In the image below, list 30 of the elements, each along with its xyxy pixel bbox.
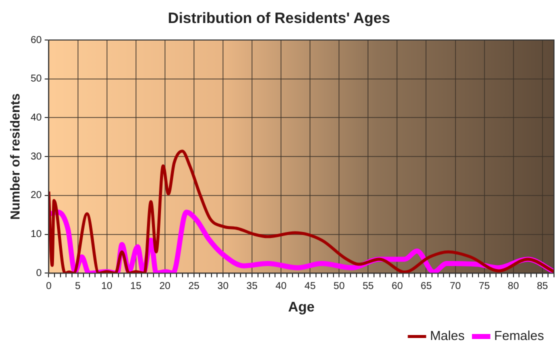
- y-tick-label: 50: [30, 74, 42, 85]
- chart-title: Distribution of Residents' Ages: [168, 10, 390, 28]
- x-tick-label: 15: [130, 280, 142, 292]
- legend-label: Females: [494, 328, 544, 344]
- x-tick-label: 5: [74, 280, 81, 292]
- legend-label: Males: [430, 328, 466, 344]
- x-axis-title: Age: [288, 298, 315, 314]
- x-tick-label: 50: [334, 280, 346, 292]
- x-tick-label: 75: [478, 280, 490, 292]
- y-tick-label: 10: [30, 229, 42, 240]
- x-tick-label: 35: [246, 280, 258, 292]
- y-tick-label: 60: [30, 34, 42, 46]
- x-tick-label: 55: [362, 280, 374, 292]
- x-tick-label: 80: [508, 280, 520, 292]
- y-tick-label: 20: [30, 190, 42, 202]
- y-tick-label: 30: [30, 151, 42, 162]
- y-tick-label: 40: [30, 112, 42, 124]
- y-tick-label: 0: [36, 268, 42, 279]
- y-axis-title: Number of residents: [7, 93, 22, 220]
- x-tick-label: 25: [188, 280, 200, 292]
- x-tick-label: 10: [101, 280, 113, 292]
- x-tick-label: 60: [392, 280, 404, 292]
- x-tick-label: 45: [304, 280, 316, 292]
- x-tick-label: 30: [217, 280, 229, 292]
- x-tick-label: 85: [536, 280, 548, 292]
- x-tick-label: 40: [275, 280, 288, 292]
- x-tick-label: 20: [159, 280, 171, 292]
- x-tick-label: 65: [420, 280, 432, 292]
- x-tick-label: 70: [450, 280, 462, 292]
- x-tick-label: 0: [46, 280, 52, 292]
